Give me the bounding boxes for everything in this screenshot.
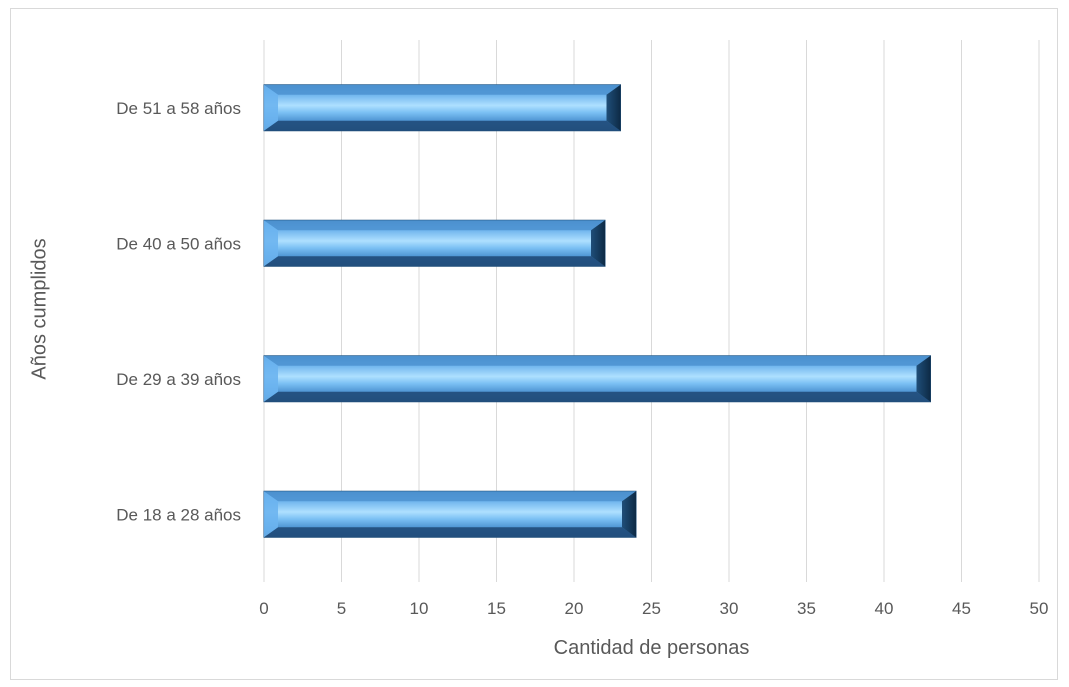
x-tick-label: 10 bbox=[410, 599, 429, 618]
x-axis-title: Cantidad de personas bbox=[554, 637, 750, 659]
x-tick-label: 45 bbox=[952, 599, 971, 618]
x-tick-label: 0 bbox=[259, 599, 268, 618]
y-tick-labels: De 18 a 28 años De 29 a 39 años De 40 a 50… bbox=[116, 99, 241, 525]
bar bbox=[263, 490, 637, 538]
x-tick-label: 40 bbox=[875, 599, 894, 618]
x-tick-labels: 0 5 10 15 20 25 30 35 40 45 50 bbox=[259, 599, 1048, 618]
y-axis-title: Años cumplidos bbox=[28, 238, 50, 379]
bars bbox=[263, 84, 931, 538]
bar bbox=[263, 355, 931, 403]
x-tick-label: 5 bbox=[337, 599, 346, 618]
x-tick-label: 50 bbox=[1030, 599, 1049, 618]
bar bbox=[263, 219, 606, 267]
x-tick-label: 15 bbox=[487, 599, 506, 618]
x-tick-label: 35 bbox=[797, 599, 816, 618]
bar bbox=[263, 84, 621, 132]
x-tick-label: 30 bbox=[720, 599, 739, 618]
x-tick-label: 25 bbox=[642, 599, 661, 618]
y-tick-label: De 29 a 39 años bbox=[116, 370, 241, 389]
y-tick-label: De 40 a 50 años bbox=[116, 234, 241, 253]
x-tick-label: 20 bbox=[565, 599, 584, 618]
y-tick-label: De 51 a 58 años bbox=[116, 99, 241, 118]
y-tick-label: De 18 a 28 años bbox=[116, 505, 241, 524]
